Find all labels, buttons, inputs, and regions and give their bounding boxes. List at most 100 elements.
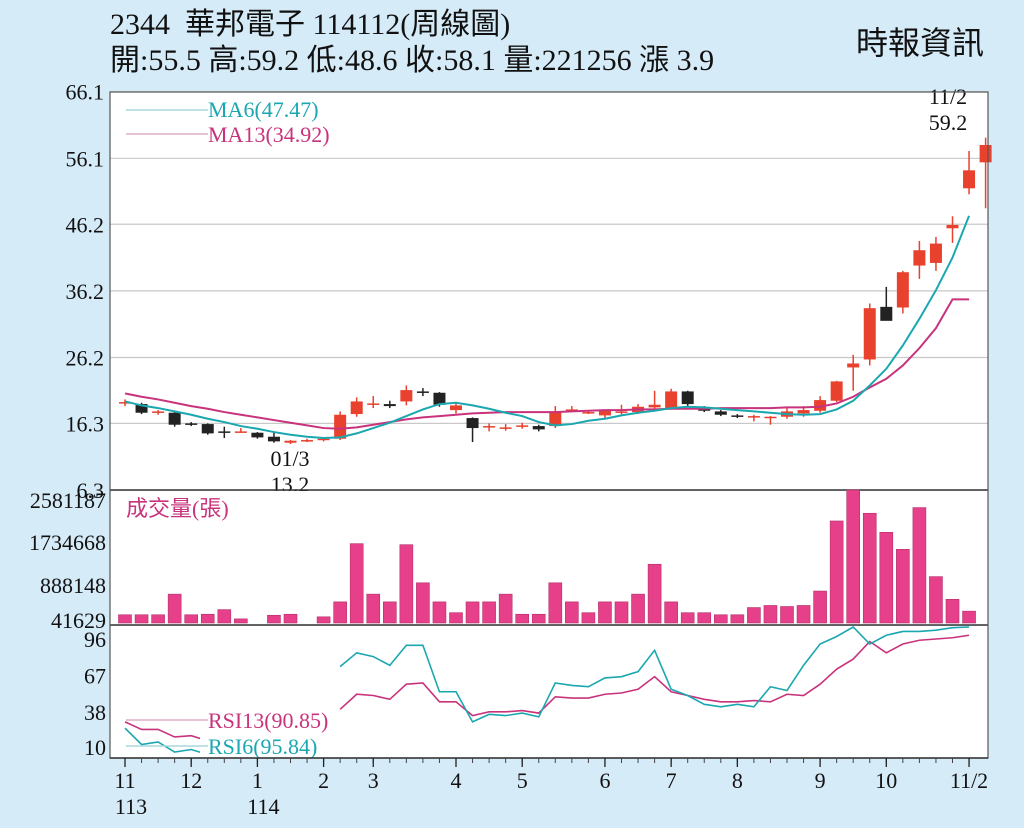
x-tick-label: 7: [666, 768, 677, 793]
x-tick-label: 5: [517, 768, 528, 793]
x-tick-label: 2: [318, 768, 329, 793]
volume-bar: [929, 576, 943, 624]
candle: [334, 414, 347, 439]
price-tick-label: 16.3: [66, 411, 105, 436]
candle: [201, 424, 214, 434]
candle: [797, 410, 810, 414]
candle: [367, 403, 380, 405]
candle: [963, 170, 976, 189]
volume-bar: [730, 614, 745, 624]
x-tick-label: 11: [114, 768, 135, 793]
candle: [549, 411, 562, 427]
volume-bar: [912, 507, 927, 624]
candle: [913, 250, 926, 266]
rsi6-line: [124, 625, 970, 756]
candle: [830, 381, 843, 401]
volume-bar: [465, 601, 480, 624]
candle: [615, 411, 628, 413]
volume-tick-label: 1734668: [29, 530, 106, 555]
ma6-legend: MA6(47.47): [208, 97, 319, 122]
price-tick-label: 6.3: [77, 478, 105, 503]
candle: [896, 272, 909, 308]
volume-bar: [200, 613, 215, 624]
ma6-line: [124, 215, 970, 440]
volume-bar: [631, 593, 645, 624]
volume-bar: [432, 601, 447, 624]
candle: [979, 145, 992, 163]
ohlc-summary: 開:55.5 高:59.2 低:48.6 收:58.1 量:221256 漲 3…: [110, 44, 715, 77]
rsi-panel: 96 67 38 10 RSI13(90.85) RSI6(95.84): [84, 625, 988, 760]
volume-bar: [697, 612, 712, 624]
candle: [731, 415, 744, 417]
rsi13-legend: RSI13(90.85): [208, 708, 328, 733]
volume-bar: [416, 582, 430, 624]
x-tick-label: 1: [252, 768, 263, 793]
price-tick-label: 46.2: [66, 212, 105, 237]
candle: [317, 438, 330, 441]
volume-bar: [680, 612, 695, 624]
x-tick-label: 3: [368, 768, 379, 793]
candle: [135, 404, 148, 413]
volume-bar: [167, 593, 182, 624]
candle: [946, 224, 959, 229]
x-tick-label: 6: [599, 768, 610, 793]
x-tick-label: 8: [732, 768, 743, 793]
volume-bar: [664, 601, 678, 624]
candle: [350, 401, 363, 415]
volume-bar: [747, 607, 761, 624]
high-date-label: 11/2: [929, 84, 967, 109]
volume-bar: [316, 616, 331, 624]
candle: [185, 423, 198, 425]
volume-bar: [598, 601, 612, 624]
volume-bar: [565, 601, 579, 624]
volume-bar: [813, 590, 827, 624]
volume-bar: [962, 610, 976, 624]
candle: [483, 426, 496, 428]
ma13-legend: MA13(34.92): [208, 122, 330, 147]
candle: [284, 440, 297, 443]
candlesticks: [119, 137, 992, 445]
x-tick-label: 11/2: [950, 768, 988, 793]
chart-title: 2344 華邦電子 114112(周線圖): [110, 8, 511, 41]
rsi13-line: [124, 634, 970, 742]
volume-bar: [713, 614, 728, 624]
volume-bar: [846, 489, 861, 624]
candle: [466, 418, 479, 429]
x-tick-label: 12: [180, 768, 202, 793]
rsi-tick-label: 67: [84, 663, 106, 688]
candle: [218, 431, 231, 433]
ma13-line: [124, 298, 970, 430]
candle: [516, 425, 529, 427]
candle: [234, 431, 247, 433]
candle: [929, 243, 942, 263]
rsi-tick-label: 38: [84, 700, 106, 725]
candle: [648, 404, 661, 408]
volume-bar: [234, 618, 248, 624]
candle: [863, 308, 876, 360]
x-tick-label: 9: [815, 768, 826, 793]
volume-bar: [879, 532, 894, 624]
price-axis: 66.1 56.1 46.2 36.2 26.2 16.3 6.3: [66, 80, 105, 503]
volume-bar: [896, 549, 910, 624]
candle: [251, 432, 264, 438]
volume-bar: [548, 582, 563, 624]
candle: [119, 402, 131, 404]
volume-title: 成交量(張): [126, 496, 229, 521]
x-tick-label: 10: [875, 768, 897, 793]
volume-bar: [151, 614, 165, 624]
price-panel: 66.1 56.1 46.2 36.2 26.2 16.3 6.3 MA6(47.47) M…: [66, 80, 992, 503]
volume-bar: [399, 544, 414, 624]
candle: [582, 412, 595, 414]
volume-bar: [482, 601, 496, 624]
candle: [267, 436, 280, 442]
price-tick-label: 56.1: [66, 146, 105, 171]
volume-bar: [333, 601, 347, 624]
volume-bar: [349, 543, 364, 624]
candle: [565, 409, 578, 411]
price-tick-label: 66.1: [66, 80, 105, 105]
candle: [532, 426, 545, 430]
volume-panel: 2581187 1734668 888148 41629 成交量(張): [29, 488, 988, 633]
volume-bar: [283, 613, 298, 624]
x-year-label: 114: [247, 794, 279, 819]
